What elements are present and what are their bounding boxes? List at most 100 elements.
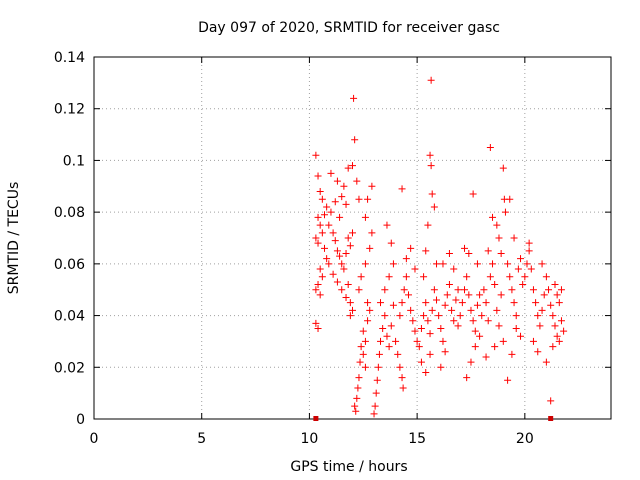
data-point [353, 177, 361, 185]
data-point [534, 348, 542, 356]
data-point [519, 281, 527, 289]
data-point [396, 363, 404, 371]
data-point [427, 162, 435, 170]
data-point [545, 286, 553, 294]
data-point [383, 221, 391, 229]
data-point [361, 363, 369, 371]
data-point [417, 358, 425, 366]
data-point [340, 265, 348, 273]
data-point [323, 203, 331, 211]
tick-layer: 0 0.02 0.04 0.06 0.08 0.1 0.12 0.14 0 5 10 15 20 [54, 50, 611, 447]
data-point [445, 250, 453, 258]
data-point [351, 136, 359, 144]
data-point [540, 291, 548, 299]
data-point [314, 239, 322, 247]
data-point [338, 286, 346, 294]
data-point [484, 317, 492, 325]
data-point [316, 265, 324, 273]
data-point [482, 299, 490, 307]
data-point [560, 327, 568, 335]
data-point [383, 332, 391, 340]
data-point [396, 312, 404, 320]
axis-marker [548, 416, 554, 421]
data-point [538, 306, 546, 314]
data-point [318, 195, 326, 203]
data-point [557, 317, 565, 325]
data-point [359, 327, 367, 335]
data-point [331, 237, 339, 245]
data-point [491, 281, 499, 289]
data-point [349, 306, 356, 314]
data-point [350, 94, 358, 102]
data-point [353, 394, 361, 402]
data-point [372, 389, 380, 397]
x-axis-label: GPS time / hours [290, 459, 407, 475]
data-point [458, 299, 466, 307]
data-point [523, 260, 531, 268]
data-point [323, 255, 331, 263]
data-point [361, 260, 369, 268]
data-point [497, 291, 505, 299]
data-point [529, 286, 537, 294]
data-point [392, 337, 400, 345]
data-point [420, 273, 428, 281]
data-point [342, 200, 350, 208]
data-point [373, 376, 381, 384]
data-point [342, 250, 350, 258]
data-point [346, 312, 354, 320]
y-tick-label: 0.12 [54, 102, 85, 118]
data-point [508, 350, 516, 358]
data-point [374, 363, 382, 371]
data-point [439, 260, 447, 268]
data-point [312, 319, 320, 327]
data-point [435, 312, 443, 320]
data-point [508, 286, 516, 294]
data-point [551, 322, 559, 330]
y-tick-label: 0.06 [54, 257, 85, 273]
data-point [336, 252, 344, 260]
data-point [512, 312, 520, 320]
data-point [454, 322, 462, 330]
data-point [371, 402, 379, 410]
data-point [346, 242, 354, 250]
data-point [469, 317, 477, 325]
plot-frame [93, 56, 612, 420]
data-point [555, 299, 563, 307]
data-point [411, 327, 419, 335]
data-point [437, 325, 445, 332]
x-tick-label: 20 [516, 431, 534, 447]
data-point [547, 397, 555, 405]
x-tick-label: 15 [408, 431, 426, 447]
data-point [499, 337, 507, 345]
data-point [482, 353, 490, 361]
data-point [547, 301, 555, 309]
data-point [387, 239, 395, 247]
data-point [426, 151, 434, 159]
data-point [368, 182, 376, 190]
data-point [445, 281, 453, 289]
data-point [439, 337, 447, 345]
data-point [497, 250, 505, 258]
data-point [389, 301, 397, 309]
data-point [340, 182, 348, 190]
y-tick-label: 0 [76, 412, 85, 428]
chart-title: Day 097 of 2020, SRMTID for receiver gas… [198, 20, 500, 36]
data-point [370, 410, 378, 418]
data-point [426, 330, 434, 338]
data-point [361, 213, 369, 221]
grid-layer [94, 57, 611, 419]
data-point [473, 260, 481, 268]
data-point [368, 229, 376, 237]
data-point [312, 286, 320, 294]
x-tick-label: 5 [197, 431, 206, 447]
data-point [405, 291, 413, 299]
data-point [359, 350, 367, 358]
data-point [506, 273, 514, 281]
data-point [428, 306, 436, 314]
data-point [430, 203, 438, 211]
data-point [555, 337, 563, 345]
data-point [476, 332, 484, 340]
data-point [461, 286, 469, 294]
data-point [325, 221, 333, 229]
data-point [387, 322, 395, 330]
